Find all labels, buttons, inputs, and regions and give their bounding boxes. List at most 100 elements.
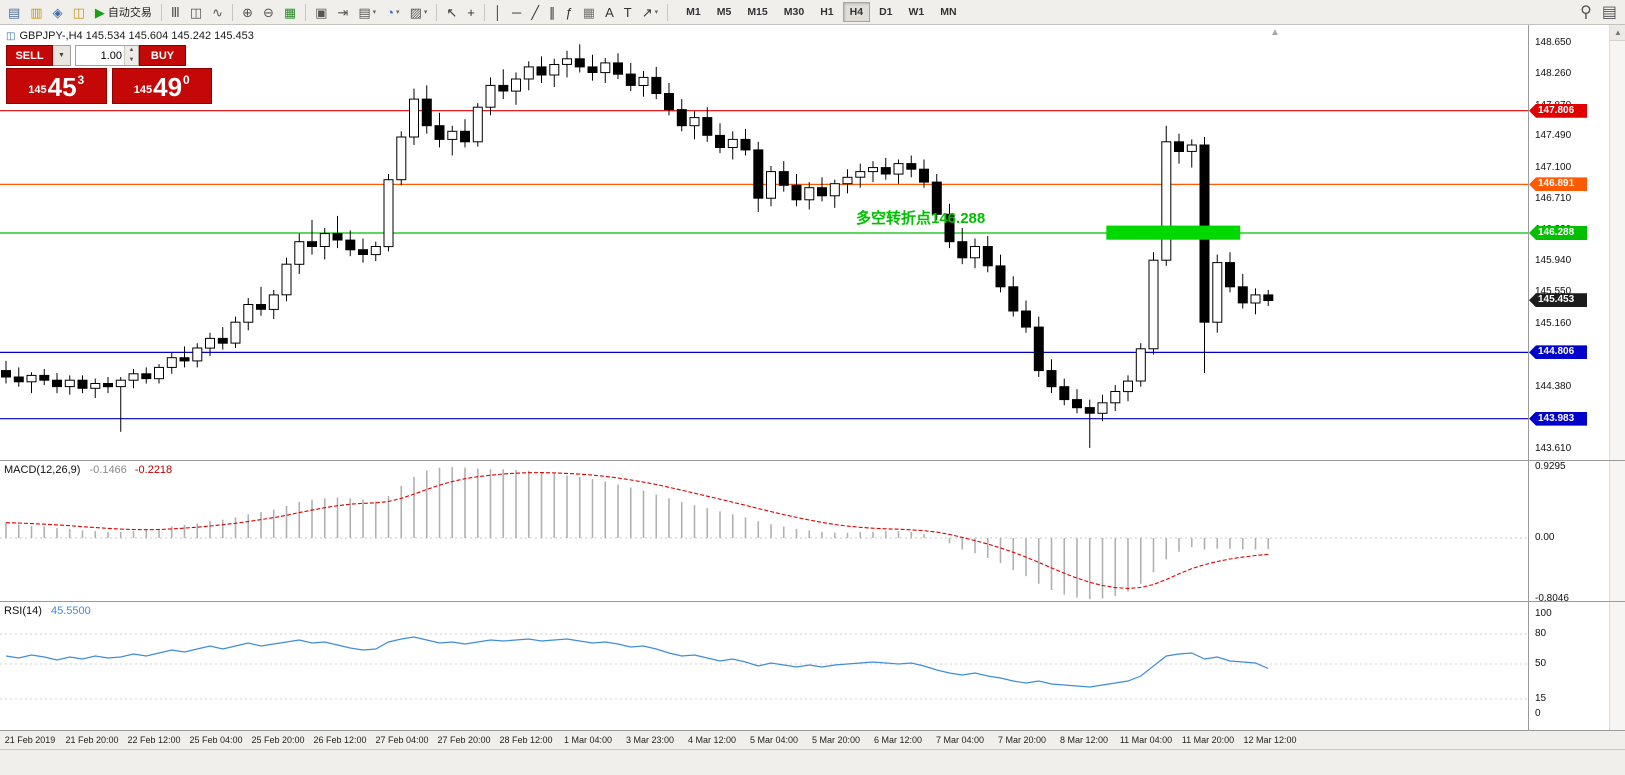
price-line-badge: 147.806 (1529, 103, 1587, 118)
arrows-icon: ↗ (641, 4, 653, 20)
timeframe-w1[interactable]: W1 (908, 6, 925, 18)
period-icon: ◔ (386, 4, 395, 20)
rsi-axis-label: 80 (1535, 628, 1547, 639)
buy-button[interactable]: BUY (139, 45, 186, 66)
time-tick-label: 27 Feb 20:00 (437, 735, 491, 745)
sell-price-prefix: 145 (28, 84, 47, 96)
shapes-icon[interactable]: ▦ (579, 2, 599, 22)
channel-icon[interactable]: ∥ (545, 2, 560, 22)
pane-divider[interactable] (0, 460, 1625, 461)
auto-scroll-icon[interactable]: ⇥ (333, 2, 352, 22)
scroll-up-icon[interactable]: ▲ (1610, 25, 1625, 41)
period-icon[interactable]: ◔ ▾ (382, 2, 403, 22)
trendline-icon[interactable]: ╱ (527, 2, 543, 22)
shapes-icon: ▦ (582, 4, 596, 20)
navigator-icon[interactable]: ◈ (49, 2, 67, 22)
crosshair-icon[interactable]: + (463, 2, 479, 22)
volume-input[interactable] (76, 46, 124, 65)
toolbar-separator (483, 3, 485, 21)
time-axis[interactable]: 21 Feb 2019 21 Feb 20:00 22 Feb 12:00 25 Fe… (0, 731, 1625, 749)
macd-pane[interactable]: MACD(12,26,9) -0.1466 -0.2218 (0, 461, 1528, 601)
chevron-down-icon: ▾ (423, 9, 428, 16)
charts-icon[interactable]: ▥ (26, 2, 46, 22)
macd-axis-label: 0.9295 (1535, 460, 1566, 472)
rsi-pane[interactable]: RSI(14) 45.5500 (0, 602, 1528, 730)
tile-windows-icon: ▣ (315, 4, 328, 20)
sell-price-big: 45 (47, 72, 77, 102)
price-tick-label: 143.610 (1535, 442, 1572, 454)
time-tick-label: 3 Mar 23:00 (625, 735, 675, 745)
bar-chart-icon[interactable]: Ⅲ (167, 2, 184, 22)
rsi-value: 45.5500 (50, 605, 91, 617)
price-axis[interactable]: 148.650148.260147.870147.490147.100146.7… (1528, 25, 1609, 730)
horizontal-line-icon[interactable]: ─ (508, 2, 525, 22)
timeframe-m5[interactable]: M5 (716, 6, 732, 18)
rsi-axis-label: 0 (1535, 708, 1541, 719)
macd-axis-label: -0.8046 (1535, 593, 1569, 605)
candlestick-chart-svg[interactable] (0, 25, 1528, 460)
toolbar-separator (436, 3, 438, 21)
autotrading-button[interactable]: ▶ 自动交易 (91, 2, 156, 22)
charts-icon: ▥ (30, 4, 43, 20)
timeframe-m15[interactable]: M15 (747, 6, 768, 18)
price-tick-label: 145.940 (1535, 255, 1572, 267)
vertical-line-icon[interactable]: │ (490, 2, 506, 22)
price-tick-label: 147.100 (1535, 161, 1572, 173)
arrows-icon[interactable]: ↗ ▾ (638, 2, 662, 22)
autotrading-button: ▶ (94, 4, 105, 20)
auto-scroll-icon: ⇥ (337, 4, 349, 20)
chart-window[interactable]: ▲ ◫ GBPJPY-,H4 145.534 145.604 145.242 1… (0, 25, 1625, 775)
volume-spinner: ▲ ▼ (124, 46, 138, 65)
timeframe-h4[interactable]: H4 (842, 2, 871, 22)
fibonacci-icon[interactable]: ƒ (562, 2, 577, 22)
time-tick-label: 26 Feb 12:00 (313, 735, 367, 745)
pane-divider (0, 730, 1625, 731)
timeframe-d1[interactable]: D1 (879, 6, 893, 18)
timeframe-mn[interactable]: MN (940, 6, 957, 18)
time-tick-label: 5 Mar 20:00 (811, 735, 861, 745)
grid-icon[interactable]: ▦ (280, 2, 300, 22)
new-order-icon[interactable]: ▤ (4, 2, 24, 22)
macd-signal-value: -0.2218 (134, 464, 173, 476)
timeframe-m30[interactable]: M30 (783, 6, 805, 18)
symbol-ohlc-text: GBPJPY-,H4 145.534 145.604 145.242 145.4… (19, 30, 254, 42)
zoom-out-icon[interactable]: ⊖ (259, 2, 278, 22)
rsi-name: RSI(14) (4, 605, 42, 617)
zoom-in-icon[interactable]: ⊕ (238, 2, 257, 22)
timeframe-h1[interactable]: H1 (820, 6, 834, 18)
buy-price-sup: 0 (183, 73, 190, 87)
tile-windows-icon[interactable]: ▣ (311, 2, 331, 22)
volume-down-icon[interactable]: ▼ (125, 55, 138, 65)
toolbar-separator (305, 3, 307, 21)
vertical-scrollbar[interactable]: ▲ (1609, 25, 1625, 730)
toolbar-right-group: ⚲ ▤ (1575, 2, 1622, 22)
time-tick-label: 22 Feb 12:00 (127, 735, 181, 745)
pane-divider[interactable] (0, 601, 1625, 602)
new-chart-icon[interactable]: ▤ ▾ (354, 2, 380, 22)
text-icon[interactable]: A (601, 2, 618, 22)
text-label-icon: T (623, 4, 632, 20)
line-chart-icon[interactable]: ∿ (208, 2, 227, 22)
terminal-icon[interactable]: ◫ (69, 2, 89, 22)
templates-icon[interactable]: ▨ ▾ (406, 2, 432, 22)
sell-price-button[interactable]: 145 45 3 (6, 68, 107, 104)
price-pane[interactable]: ▲ ◫ GBPJPY-,H4 145.534 145.604 145.242 1… (0, 25, 1528, 460)
candlestick-icon[interactable]: ◫ (186, 2, 206, 22)
time-tick-label: 25 Feb 20:00 (251, 735, 305, 745)
time-tick-label: 6 Mar 12:00 (873, 735, 923, 745)
price-tick-label: 146.710 (1535, 193, 1572, 204)
volume-up-icon[interactable]: ▲ (125, 46, 138, 56)
text-label-icon[interactable]: T (620, 2, 636, 22)
line-chart-icon: ∿ (212, 4, 224, 20)
sell-button[interactable]: SELL (6, 45, 53, 66)
chart-list-icon[interactable]: ▤ (1601, 4, 1617, 21)
buy-price-button[interactable]: 145 49 0 (111, 68, 212, 104)
timeframe-m1[interactable]: M1 (686, 6, 701, 18)
volume-dropdown-button[interactable]: ▼ (53, 45, 71, 66)
cursor-icon[interactable]: ↖ (442, 2, 461, 22)
search-icon[interactable]: ⚲ (1580, 4, 1592, 21)
toolbar-separator (160, 3, 162, 21)
price-tick-label: 148.260 (1535, 68, 1572, 80)
toolbar-separator (232, 3, 234, 21)
price-line-badge: 143.983 (1529, 411, 1587, 426)
